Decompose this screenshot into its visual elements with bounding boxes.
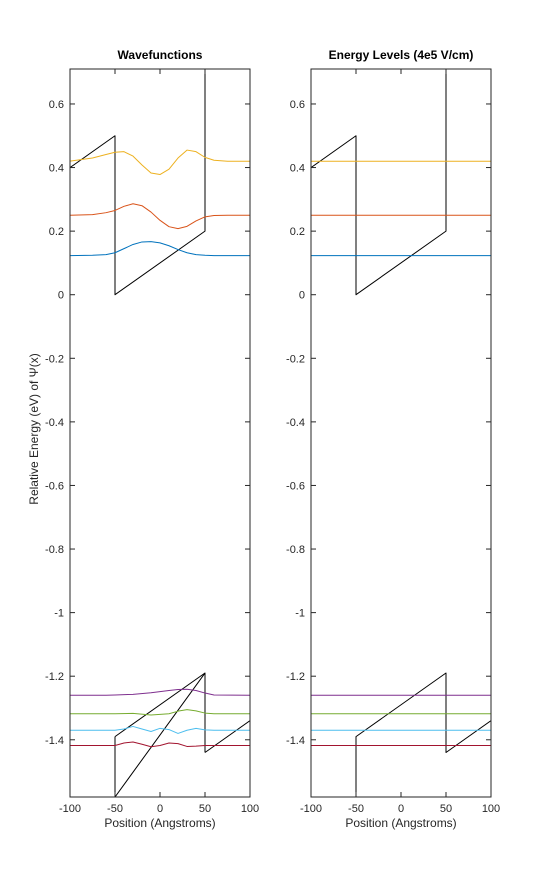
- x-axis-label: Position (Angstroms): [104, 816, 215, 830]
- chart-title: Energy Levels (4e5 V/cm): [329, 48, 474, 62]
- wavefunction-series-6: [70, 149, 250, 176]
- y-tick-label: -0.4: [286, 417, 305, 429]
- y-tick-label: -1: [54, 608, 64, 620]
- energy-levels-axes: Energy Levels (4e5 V/cm) Position (Angstr…: [286, 48, 500, 830]
- wavefunction-series-7: [70, 688, 250, 696]
- wavefunction-series-4: [70, 241, 250, 257]
- x-tick-label: -50: [348, 803, 364, 815]
- plot-area: [70, 69, 250, 797]
- y-tick-label: -0.2: [286, 353, 305, 365]
- plot-area: [311, 69, 491, 797]
- y-tick-label: 0: [58, 290, 64, 302]
- x-tick-label: -50: [107, 803, 123, 815]
- x-tick-label: 100: [241, 803, 259, 815]
- y-tick-label: -1: [295, 608, 305, 620]
- y-axis-label: Relative Energy (eV) of Ψ(x): [27, 353, 41, 504]
- potential-series-3: [114, 672, 206, 738]
- x-axis-label: Position (Angstroms): [345, 816, 456, 830]
- x-tick-label: 50: [199, 803, 211, 815]
- y-tick-label: -0.6: [286, 480, 305, 492]
- x-tick-label: 0: [157, 803, 163, 815]
- x-tick-label: 50: [440, 803, 452, 815]
- y-tick-label: -0.6: [45, 480, 64, 492]
- y-tick-label: -1.4: [45, 735, 64, 747]
- y-tick-label: -0.4: [45, 417, 64, 429]
- x-tick-label: 100: [482, 803, 500, 815]
- x-tick-label: 0: [398, 803, 404, 815]
- y-tick-label: -0.8: [45, 544, 64, 556]
- y-tick-label: -0.8: [286, 544, 305, 556]
- y-tick-label: 0.6: [49, 99, 64, 111]
- y-tick-label: 0.4: [290, 163, 305, 175]
- potential-series-1: [311, 69, 447, 296]
- y-tick-label: -1.4: [286, 735, 305, 747]
- y-tick-label: 0: [299, 290, 305, 302]
- potential-series-2: [355, 672, 491, 797]
- chart-title: Wavefunctions: [118, 48, 203, 62]
- y-tick-label: 0.2: [49, 226, 64, 238]
- y-tick-label: 0.6: [290, 99, 305, 111]
- wavefunction-series-9: [70, 725, 250, 734]
- potential-series-1: [70, 69, 250, 753]
- wavefunction-series-10: [70, 741, 250, 748]
- x-tick-label: -100: [59, 803, 81, 815]
- y-tick-label: 0.2: [290, 226, 305, 238]
- y-tick-label: 0.4: [49, 163, 64, 175]
- wavefunction-series-5: [70, 203, 250, 230]
- y-tick-label: -0.2: [45, 353, 64, 365]
- x-tick-label: -100: [300, 803, 322, 815]
- y-tick-label: -1.2: [286, 671, 305, 683]
- y-tick-label: -1.2: [45, 671, 64, 683]
- wavefunction-series-8: [70, 709, 250, 716]
